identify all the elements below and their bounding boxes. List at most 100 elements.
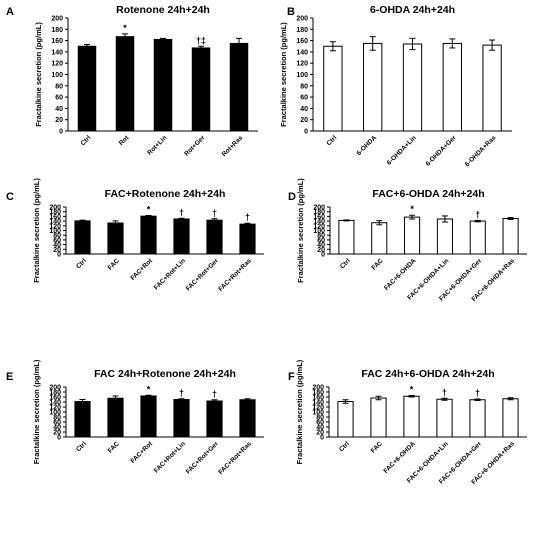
panel-c-y-tick-label: 40 [53, 242, 61, 249]
panel-f-bar [370, 397, 387, 438]
panel-b-y-tick-label: 180 [296, 27, 308, 34]
panel-d-bar [502, 218, 519, 255]
panel-c-bar [107, 222, 124, 255]
panel-d-y-tick-label: 100 [313, 228, 325, 235]
panel-c-significance-label: † [179, 207, 184, 217]
panel-c-y-axis-label: Fractalkine secretion (pg/mL) [32, 178, 41, 283]
panel-f-y-tick-label: 160 [312, 395, 324, 402]
panel-f-y-tick-label: 40 [316, 425, 324, 432]
panel-b-y-tick-label: 80 [300, 83, 308, 90]
panel-c-y-tick-label: 140 [49, 219, 61, 226]
panel-d-bar [436, 218, 453, 255]
panel-a-bar [229, 42, 249, 132]
panel-e-x-tick-label: FAC+Rot+Lin [153, 440, 187, 474]
panel-c-bar [206, 219, 223, 255]
panel-c-y-tick-label: 120 [49, 223, 61, 230]
panel-c-x-tick-label: FAC+Rot+Ger [185, 257, 220, 292]
panel-a-y-tick-label: 120 [51, 61, 63, 68]
panel-e-y-tick-label: 20 [53, 430, 61, 437]
panel-d-y-tick-label: 160 [313, 214, 325, 221]
panel-f-y-axis-label: Fractalkine secretion (pg/mL) [295, 359, 304, 464]
panel-c-x-tick-label: FAC+Rot+Ras [217, 257, 253, 293]
panel-a-x-tick-label: Rot+Ras [221, 134, 245, 158]
panel-d-title: FAC+6-OHDA 24h+24h [372, 188, 484, 200]
panel-f-bar [502, 398, 519, 438]
panel-c-significance-label: * [147, 204, 151, 214]
panel-e-x-tick-label: FAC+Rot+Ger [185, 440, 220, 475]
panel-d-bar [371, 222, 388, 255]
panel-b-y-tick-label: 0 [304, 129, 308, 136]
panel-e-x-tick-label: FAC+Rot+Ras [217, 440, 253, 476]
panel-e-y-axis-label: Fractalkine secretion (pg/mL) [32, 359, 41, 464]
panel-a-bar [77, 45, 97, 132]
panel-a-title: Rotenone 24h+24h [116, 4, 210, 16]
panel-b-y-tick-label: 20 [300, 117, 308, 124]
panel-d-x-tick-label: FAC [371, 257, 385, 271]
panel-c-y-tick-label: 200 [49, 205, 61, 212]
panel-b-bar [482, 44, 502, 132]
panel-b-bar [402, 43, 423, 132]
panel-a-y-tick-label: 200 [51, 16, 63, 23]
panel-a-x-tick-label: Ctrl [80, 134, 93, 147]
panel-b-x-tick-label: Ctrl [325, 134, 338, 147]
panel-b-y-tick-label: 60 [300, 95, 308, 102]
panel-f-significance-label: * [410, 385, 414, 395]
panel-d-bar [404, 216, 421, 255]
panel-b-y-tick-label: 160 [296, 38, 308, 45]
panel-c-x-tick-label: Ctrl [75, 257, 88, 270]
panel-b-x-tick-label: 6-OHDA [356, 134, 379, 157]
panel-a-letter: A [6, 6, 14, 18]
panel-e-bar [107, 397, 124, 438]
panel-e-y-tick-label: 40 [53, 425, 61, 432]
panel-f-y-tick-label: 80 [316, 415, 324, 422]
panel-a-bar [115, 36, 135, 132]
panel-b-x-tick-label: 6-OHDA+Lin [386, 134, 418, 166]
panel-e-bar [206, 400, 223, 438]
panel-d-y-tick-label: 60 [317, 237, 325, 244]
panel-a-y-tick-label: 100 [51, 72, 63, 79]
panel-f-y-tick-label: 100 [312, 410, 324, 417]
panel-f-y-tick-label: 0 [320, 435, 324, 442]
panel-a-x-tick-label: Rot [118, 134, 131, 147]
panel-e-y-tick-label: 160 [49, 395, 61, 402]
panel-a-y-tick-label: 160 [51, 38, 63, 45]
panel-d-x-tick-label: Ctrl [339, 257, 352, 270]
panel-c-y-tick-label: 160 [49, 214, 61, 221]
panel-c-x-tick-label: FAC+Rot+Lin [153, 257, 187, 291]
panel-e-y-tick-label: 200 [49, 385, 61, 392]
panel-f-bar [337, 401, 354, 438]
panel-a-y-axis-label: Fractalkine secretion (pg/mL) [34, 22, 43, 127]
panel-f-y-tick-label: 20 [316, 430, 324, 437]
panel-d-y-axis-label: Fractalkine secretion (pg/mL) [296, 178, 305, 283]
panel-e-y-tick-label: 80 [53, 415, 61, 422]
panel-f-x-tick-label: FAC [370, 440, 384, 454]
panel-b-y-axis-label: Fractalkine secretion (pg/mL) [279, 22, 288, 127]
panel-c-significance-label: † [245, 212, 250, 222]
panel-b-y-tick-label: 120 [296, 61, 308, 68]
panel-d-significance-label: * [410, 204, 414, 214]
panel-f-significance-label: † [475, 388, 480, 398]
panel-e-y-tick-label: 60 [53, 420, 61, 427]
panel-b-y-tick-label: 200 [296, 16, 308, 23]
panel-a-y-tick-label: 140 [51, 49, 63, 56]
panel-f-y-tick-label: 120 [312, 405, 324, 412]
panel-e-y-tick-label: 100 [49, 410, 61, 417]
panel-e-bar [173, 399, 190, 438]
panel-a-significance-label: * [123, 23, 127, 33]
panel-a-x-tick-label: Rot+Ger [183, 134, 207, 158]
panel-b-bar [442, 42, 462, 132]
panel-d-y-tick-label: 140 [313, 219, 325, 226]
panel-e-y-tick-label: 140 [49, 400, 61, 407]
panel-d-y-tick-label: 180 [313, 209, 325, 216]
panel-f-x-tick-label: FAC+6-OHDA [382, 440, 417, 475]
panel-e-letter: E [6, 371, 13, 383]
panel-d-x-tick-label: FAC+6-OHDA [383, 257, 418, 292]
panel-c-y-tick-label: 0 [57, 252, 61, 259]
panel-c-x-tick-label: FAC [107, 257, 121, 271]
panel-e-bar [140, 395, 157, 438]
panel-b-x-tick-label: 6-OHDA+Ras [464, 134, 498, 168]
panel-d-y-tick-label: 200 [313, 205, 325, 212]
panel-f-x-tick-label: Ctrl [338, 440, 351, 453]
panel-b-letter: B [287, 6, 295, 18]
panel-a-bar [191, 47, 211, 132]
